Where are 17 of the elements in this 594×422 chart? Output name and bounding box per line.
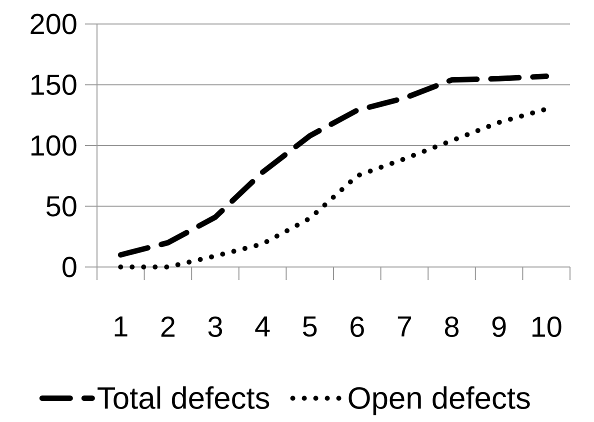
x-tick-label: 9 — [492, 316, 506, 337]
y-tick-label: 0 — [62, 256, 76, 278]
x-tick-label: 8 — [444, 316, 459, 337]
y-tick-label: 50 — [46, 196, 76, 216]
x-tick-label: 3 — [208, 316, 222, 337]
x-tick-label: 5 — [302, 316, 317, 337]
legend-label: Open defects — [348, 386, 530, 416]
x-tick-label: 4 — [255, 316, 270, 336]
y-tick-label: 100 — [31, 135, 76, 156]
x-tick-label: 6 — [350, 316, 364, 337]
x-tick-label: 1 — [114, 316, 128, 336]
x-tick-label: 7 — [398, 316, 412, 336]
y-tick-label: 200 — [30, 14, 76, 34]
y-tick-label: 150 — [31, 74, 76, 95]
x-tick-label: 10 — [532, 316, 562, 337]
x-tick-label: 2 — [161, 316, 175, 337]
legend-label: Total defects — [98, 386, 270, 409]
